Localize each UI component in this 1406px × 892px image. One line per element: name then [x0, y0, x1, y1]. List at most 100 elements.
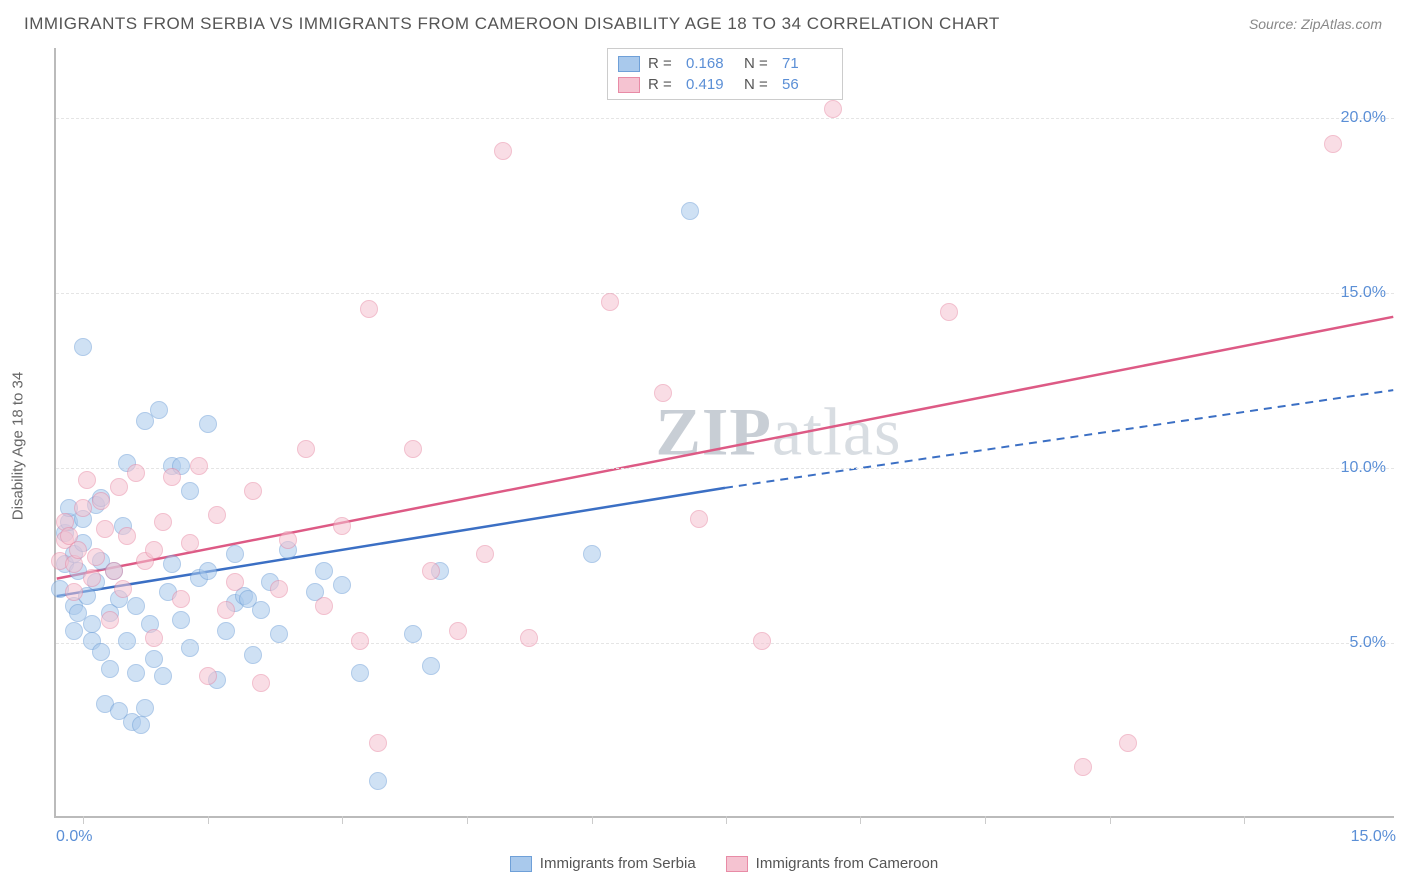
- data-point: [351, 664, 369, 682]
- data-point: [118, 632, 136, 650]
- x-tick-mark: [592, 816, 593, 824]
- data-point: [940, 303, 958, 321]
- legend-series-item: Immigrants from Cameroon: [726, 855, 939, 872]
- chart-title: IMMIGRANTS FROM SERBIA VS IMMIGRANTS FRO…: [24, 14, 1000, 34]
- x-tick-mark: [1244, 816, 1245, 824]
- data-point: [226, 573, 244, 591]
- data-point: [333, 517, 351, 535]
- data-point: [681, 202, 699, 220]
- data-point: [154, 667, 172, 685]
- r-value: 0.419: [686, 76, 736, 93]
- data-point: [520, 629, 538, 647]
- r-label: R =: [648, 76, 678, 93]
- data-point: [78, 471, 96, 489]
- gridline: [56, 118, 1394, 119]
- trend-lines-layer: [56, 48, 1394, 816]
- gridline: [56, 293, 1394, 294]
- data-point: [136, 699, 154, 717]
- x-tick-mark: [860, 816, 861, 824]
- data-point: [181, 534, 199, 552]
- x-tick-label: 15.0%: [1351, 828, 1396, 846]
- legend-series-label: Immigrants from Serbia: [540, 855, 696, 872]
- data-point: [145, 650, 163, 668]
- n-value: 56: [782, 76, 832, 93]
- y-tick-label: 15.0%: [1341, 284, 1386, 302]
- x-tick-mark: [208, 816, 209, 824]
- legend-swatch: [618, 77, 640, 93]
- data-point: [333, 576, 351, 594]
- data-point: [65, 583, 83, 601]
- legend-series-item: Immigrants from Serbia: [510, 855, 696, 872]
- data-point: [449, 622, 467, 640]
- legend-stat-row: R = 0.419 N = 56: [618, 74, 832, 95]
- data-point: [92, 643, 110, 661]
- x-tick-mark: [342, 816, 343, 824]
- data-point: [199, 667, 217, 685]
- data-point: [208, 506, 226, 524]
- data-point: [476, 545, 494, 563]
- data-point: [105, 562, 123, 580]
- data-point: [279, 531, 297, 549]
- data-point: [270, 580, 288, 598]
- data-point: [601, 293, 619, 311]
- data-point: [145, 629, 163, 647]
- x-tick-mark: [467, 816, 468, 824]
- data-point: [65, 622, 83, 640]
- data-point: [83, 615, 101, 633]
- x-tick-mark: [1110, 816, 1111, 824]
- data-point: [217, 601, 235, 619]
- data-point: [199, 562, 217, 580]
- data-point: [87, 548, 105, 566]
- chart-plot-area: ZIPatlas R =0.168N =71R =0.419N =56 5.0%…: [54, 48, 1394, 818]
- data-point: [74, 499, 92, 517]
- data-point: [132, 716, 150, 734]
- data-point: [404, 440, 422, 458]
- data-point: [217, 622, 235, 640]
- data-point: [654, 384, 672, 402]
- data-point: [824, 100, 842, 118]
- data-point: [110, 478, 128, 496]
- data-point: [404, 625, 422, 643]
- n-label: N =: [744, 76, 774, 93]
- data-point: [1324, 135, 1342, 153]
- data-point: [163, 555, 181, 573]
- watermark: ZIPatlas: [656, 393, 902, 472]
- x-tick-label: 0.0%: [56, 828, 92, 846]
- data-point: [172, 611, 190, 629]
- data-point: [369, 772, 387, 790]
- x-tick-mark: [985, 816, 986, 824]
- y-axis-label: Disability Age 18 to 34: [10, 372, 27, 520]
- data-point: [753, 632, 771, 650]
- data-point: [163, 468, 181, 486]
- gridline: [56, 643, 1394, 644]
- legend-series-label: Immigrants from Cameroon: [756, 855, 939, 872]
- data-point: [244, 482, 262, 500]
- data-point: [145, 541, 163, 559]
- data-point: [315, 597, 333, 615]
- x-tick-mark: [83, 816, 84, 824]
- data-point: [422, 657, 440, 675]
- r-label: R =: [648, 55, 678, 72]
- data-point: [252, 601, 270, 619]
- data-point: [83, 569, 101, 587]
- r-value: 0.168: [686, 55, 736, 72]
- data-point: [154, 513, 172, 531]
- data-point: [1119, 734, 1137, 752]
- data-point: [150, 401, 168, 419]
- data-point: [74, 338, 92, 356]
- data-point: [118, 527, 136, 545]
- data-point: [226, 545, 244, 563]
- data-point: [127, 464, 145, 482]
- data-point: [181, 482, 199, 500]
- y-tick-label: 20.0%: [1341, 109, 1386, 127]
- data-point: [494, 142, 512, 160]
- data-point: [244, 646, 262, 664]
- data-point: [270, 625, 288, 643]
- legend-stat-row: R =0.168N =71: [618, 53, 832, 74]
- n-value: 71: [782, 55, 832, 72]
- x-tick-mark: [726, 816, 727, 824]
- source-attribution: Source: ZipAtlas.com: [1249, 16, 1382, 32]
- data-point: [297, 440, 315, 458]
- data-point: [1074, 758, 1092, 776]
- data-point: [190, 457, 208, 475]
